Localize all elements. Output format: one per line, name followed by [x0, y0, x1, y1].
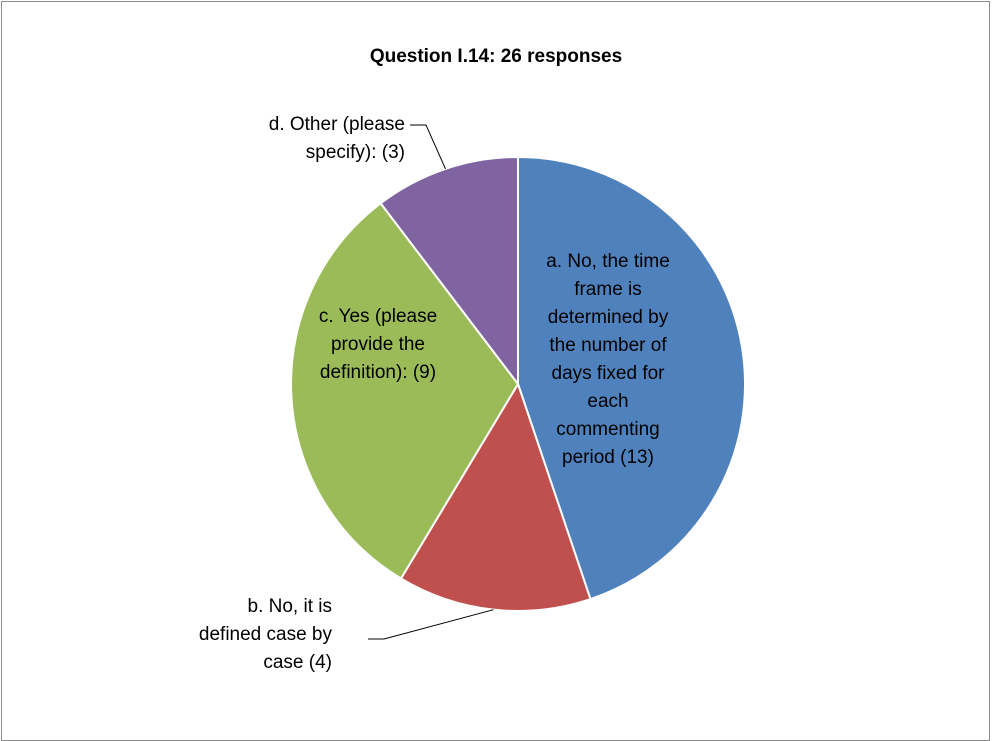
leader-line-d	[410, 124, 446, 170]
slice-label-line: specify): (3)	[306, 142, 405, 163]
slice-label-line: d. Other (please	[269, 114, 405, 135]
pie-chart: Question I.14: 26 responses a. No, the t…	[199, 46, 746, 673]
slice-label-line: case (4)	[263, 652, 332, 673]
slice-label-line: frame is	[574, 279, 642, 300]
slice-label-line: a. No, the time	[546, 251, 670, 272]
pie-slice-c	[290, 201, 520, 580]
slice-label-line: each	[587, 391, 628, 412]
leader-line-b	[368, 609, 494, 640]
slice-label-b: b. No, it is defined case by case (4)	[199, 596, 333, 673]
slice-label-line: b. No, it is	[248, 596, 332, 617]
slice-label-line: the number of	[549, 335, 667, 356]
slice-label-line: provide the	[331, 334, 425, 355]
slice-label-c: c. Yes (please provide the definition): (9…	[319, 306, 437, 383]
chart-title: Question I.14: 26 responses	[370, 46, 622, 67]
slice-label-line: determined by	[548, 307, 669, 328]
pie-slice-a	[517, 155, 746, 601]
slice-label-line: definition): (9)	[320, 362, 436, 383]
slice-label-a: a. No, the time frame is determined by the …	[546, 251, 670, 468]
slice-label-line: period (13)	[562, 447, 654, 468]
slice-label-line: defined case by	[199, 624, 333, 645]
slice-label-line: days fixed for	[552, 363, 666, 384]
slice-labels-layer: a. No, the time frame is determined by the …	[199, 114, 670, 673]
slice-label-d: d. Other (please specify): (3)	[269, 114, 405, 163]
slices-layer	[290, 155, 746, 613]
slice-label-line: c. Yes (please	[319, 306, 437, 327]
leader-lines-layer	[368, 124, 494, 640]
slice-label-line: commenting	[556, 419, 660, 440]
